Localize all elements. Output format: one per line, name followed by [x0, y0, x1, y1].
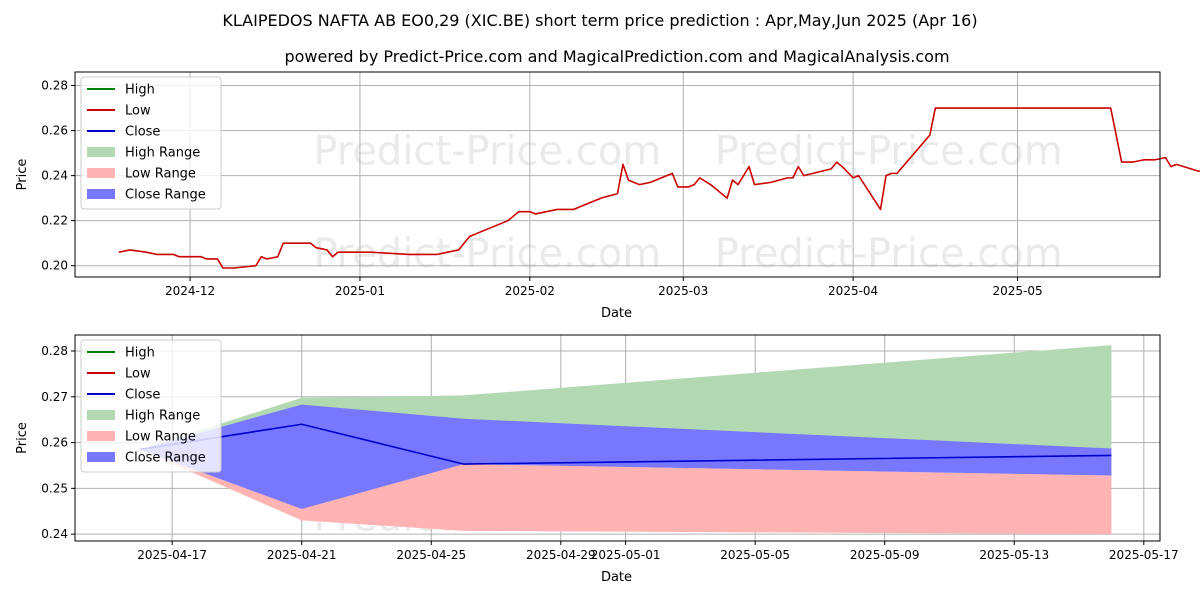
x-tick-label: 2025-05 [992, 284, 1042, 298]
y-tick-label: 0.20 [41, 259, 68, 273]
legend-swatch-low-range [87, 431, 115, 441]
legend-label-close: Close [125, 125, 160, 140]
y-tick-label: 0.22 [41, 214, 68, 228]
top-chart: Predict-Price.com Predict-Price.com Predic… [15, 71, 1200, 321]
watermark-text: Predict-Price.com [313, 231, 661, 277]
legend-swatch-close-range [87, 189, 115, 199]
x-tick-label: 2025-04 [828, 284, 878, 298]
legend-label-high: High [125, 83, 155, 98]
y-tick-label: 0.26 [41, 124, 68, 138]
legend-label-close-range: Close Range [125, 451, 206, 466]
legend-box [80, 339, 222, 473]
x-tick-label: 2024-12 [165, 284, 215, 298]
low-range-area [139, 449, 1112, 535]
chart-subtitle: powered by Predict-Price.com and Magical… [284, 47, 949, 66]
y-tick-label: 0.24 [41, 169, 68, 183]
legend-box [80, 76, 222, 210]
plot-frame [74, 334, 1161, 542]
y-axis-label: Price [15, 422, 30, 454]
legend-label-low: Low [125, 104, 151, 119]
legend-label-low-range: Low Range [125, 430, 196, 445]
x-tick-label: 2025-05-09 [850, 548, 920, 562]
legend-swatch-high-range [87, 147, 115, 157]
x-tick-label: 2025-01 [335, 284, 385, 298]
y-tick-label: 0.28 [41, 79, 68, 93]
close-range-area [139, 404, 1112, 509]
legend-label-high: High [125, 346, 155, 361]
legend-label-close-range: Close Range [125, 188, 206, 203]
legend-label-high-range: High Range [125, 146, 200, 161]
legend-label-high-range: High Range [125, 409, 200, 424]
watermark-text: Predict-Price.com [715, 231, 1063, 277]
bottom-chart: Predict-Price.comPredict-Price.comPredic… [15, 334, 1179, 585]
y-tick-label: 0.25 [41, 481, 68, 495]
watermark-text: Predict-Price.com [715, 128, 1063, 174]
y-tick-label: 0.24 [41, 527, 68, 541]
y-tick-label: 0.28 [41, 344, 68, 358]
x-tick-label: 2025-04-17 [137, 548, 207, 562]
x-tick-label: 2025-04-21 [267, 548, 337, 562]
legend-swatch-high-range [87, 410, 115, 420]
legend-label-close: Close [125, 388, 160, 403]
x-tick-label: 2025-05-13 [979, 548, 1049, 562]
x-tick-label: 2025-05-17 [1109, 548, 1179, 562]
x-tick-label: 2025-05-01 [591, 548, 661, 562]
y-tick-label: 0.27 [41, 390, 68, 404]
y-tick-label: 0.26 [41, 436, 68, 450]
plot-frame [74, 71, 1161, 278]
low-series-line [118, 107, 1200, 269]
legend-label-low-range: Low Range [125, 167, 196, 182]
x-tick-label: 2025-03 [658, 284, 708, 298]
x-tick-label: 2025-04-29 [526, 548, 596, 562]
legend-label-low: Low [125, 367, 151, 382]
x-tick-label: 2025-04-25 [396, 548, 466, 562]
x-axis-label: Date [601, 570, 632, 585]
watermark-text: Predict-Price.com [313, 128, 661, 174]
legend-swatch-low-range [87, 168, 115, 178]
x-tick-label: 2025-05-05 [720, 548, 790, 562]
x-axis-label: Date [601, 306, 632, 321]
legend-swatch-close-range [87, 452, 115, 462]
chart-title: KLAIPEDOS NAFTA AB EO0,29 (XIC.BE) short… [222, 11, 977, 30]
x-tick-label: 2025-02 [505, 284, 555, 298]
y-axis-label: Price [15, 159, 30, 191]
